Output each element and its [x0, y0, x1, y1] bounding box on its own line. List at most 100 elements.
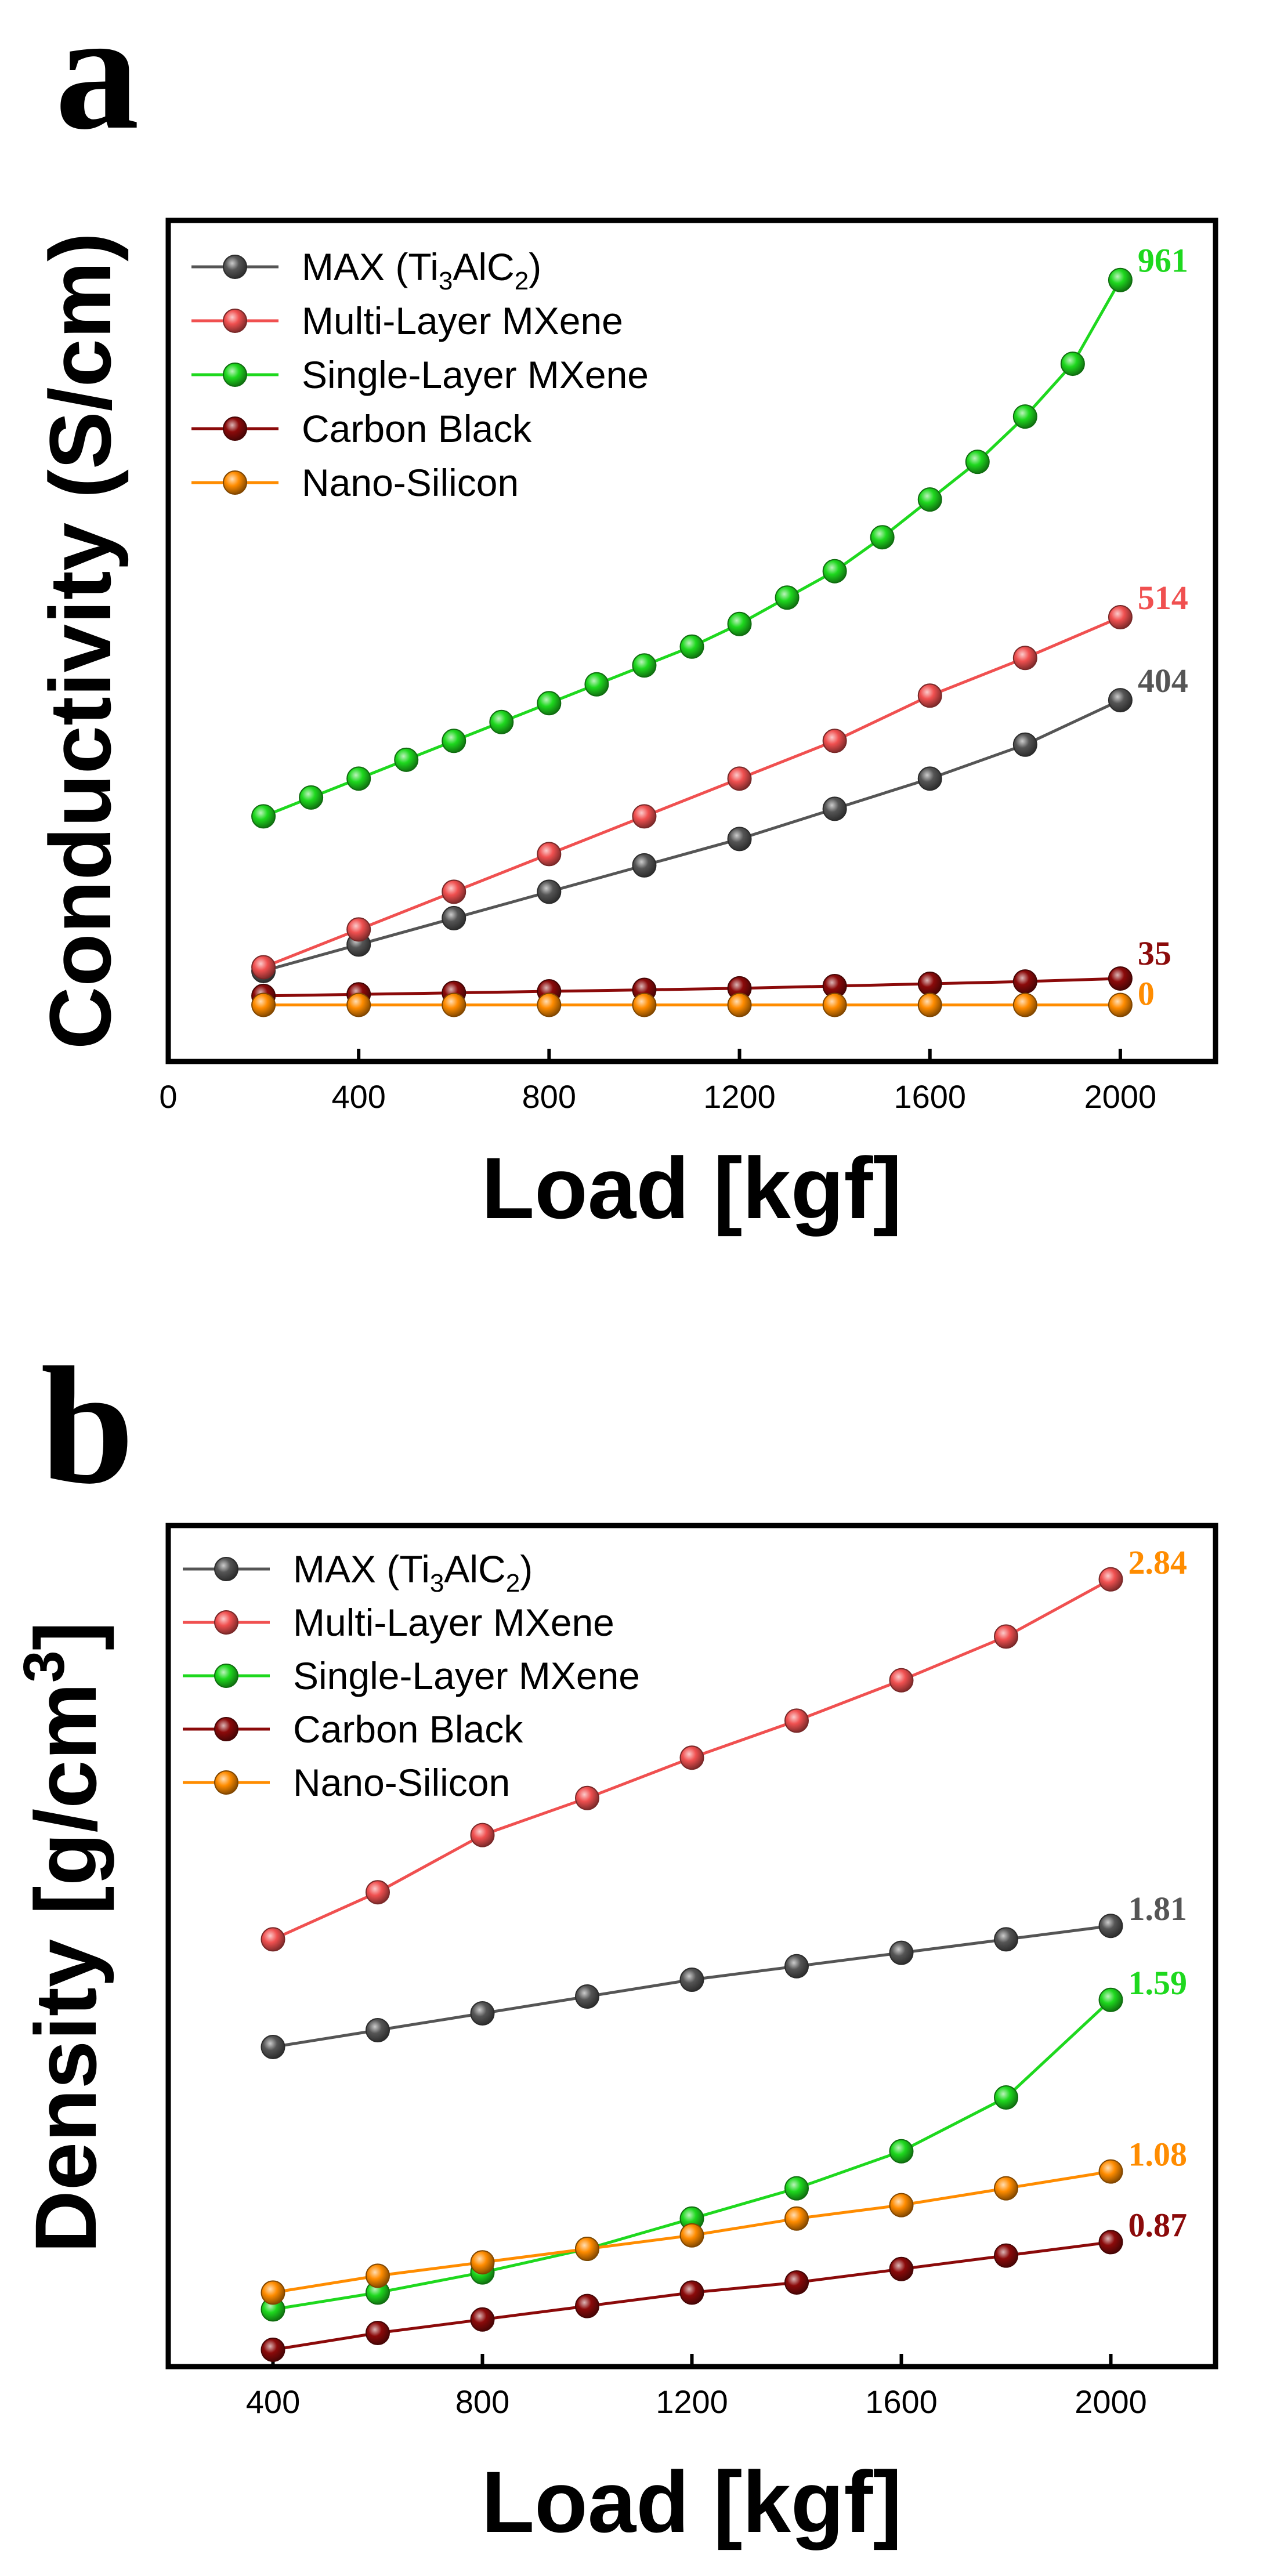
series-nano-silicon: 0: [251, 974, 1155, 1017]
series-single-layer-mxene: 961: [251, 242, 1188, 829]
data-point: [1108, 966, 1133, 991]
data-point: [917, 972, 942, 997]
data-point: [251, 955, 276, 980]
data-point: [470, 1823, 495, 1847]
data-point: [346, 992, 371, 1017]
data-point: [575, 2294, 599, 2318]
legend-marker: [223, 470, 247, 495]
legend-label: Nano-Silicon: [302, 461, 519, 504]
data-point: [584, 672, 609, 697]
legend-marker: [214, 1664, 238, 1688]
legend-b: MAX (Ti3AlC2)Multi-Layer MXene Single-Lay…: [183, 1548, 640, 1804]
end-value-label: 1.59: [1128, 1964, 1188, 2002]
data-point: [537, 879, 562, 904]
data-point: [822, 729, 847, 753]
x-axis-a: 0 400 800 1200 1600 2000: [159, 1049, 1156, 1115]
x-tick-label: 800: [455, 2383, 509, 2420]
data-point: [442, 879, 466, 904]
data-point: [1012, 404, 1037, 429]
data-point: [261, 1927, 285, 1952]
data-point: [917, 487, 942, 512]
data-point: [822, 559, 847, 584]
data-point: [889, 1940, 914, 1965]
data-point: [1098, 1567, 1123, 1592]
data-point: [784, 2176, 809, 2201]
data-point: [679, 634, 704, 659]
data-point: [470, 2307, 495, 2332]
data-point: [299, 785, 324, 810]
plot-area-a: [165, 218, 1218, 1064]
series-nano-silicon: 1.08: [261, 2136, 1187, 2305]
data-point: [727, 827, 752, 852]
legend-label: Carbon Black: [293, 1708, 523, 1751]
x-tick-label: 1600: [894, 1078, 966, 1115]
data-point: [1012, 732, 1037, 757]
legend-entry: MAX (Ti3AlC2): [183, 1548, 533, 1597]
legend-entry: Single-Layer MXene: [183, 1654, 640, 1697]
series-group-b: 1.81 2.84 1.59 0.87 1.08: [261, 1544, 1188, 2362]
data-point: [994, 1927, 1018, 1952]
x-tick-label: 2000: [1075, 2383, 1147, 2420]
y-axis-title-b-part3: ]: [17, 1621, 114, 1650]
legend-label: Multi-Layer MXene: [302, 299, 623, 342]
end-value-label: 514: [1138, 579, 1188, 617]
data-point: [917, 766, 942, 791]
data-point: [679, 2223, 704, 2248]
end-value-label: 2.84: [1128, 1544, 1188, 1581]
legend-marker: [223, 363, 247, 387]
data-point: [727, 766, 752, 791]
legend-entry: Nano-Silicon: [191, 461, 519, 504]
x-axis-b: 400 800 1200 1600 2000: [246, 2354, 1147, 2420]
data-point: [994, 2243, 1018, 2268]
data-point: [889, 2139, 914, 2164]
x-tick-label: 400: [246, 2383, 300, 2420]
series-max-ti3alc2-: 404: [251, 662, 1188, 983]
legend-entry: Carbon Black: [191, 407, 532, 450]
data-point: [784, 2206, 809, 2231]
series-single-layer-mxene: 1.59: [261, 1964, 1188, 2322]
series-multi-layer-mxene: 514: [251, 579, 1188, 980]
data-point: [632, 653, 657, 678]
data-point: [917, 683, 942, 708]
legend-marker: [223, 416, 247, 441]
panel-letter-b: b: [41, 1332, 134, 1519]
legend-marker: [214, 1770, 238, 1795]
series-group-a: 404 514 961 350: [251, 242, 1188, 1017]
data-point: [366, 2321, 390, 2345]
data-point: [261, 2035, 285, 2059]
data-point: [442, 992, 466, 1017]
data-point: [632, 804, 657, 829]
y-axis-title-b-part1: Density [g/cm: [17, 1683, 114, 2253]
data-point: [632, 853, 657, 878]
data-point: [1012, 646, 1037, 671]
end-value-label: 35: [1138, 934, 1171, 972]
data-point: [822, 796, 847, 821]
legend-label: Single-Layer MXene: [293, 1654, 640, 1697]
legend-label: MAX (Ti3AlC2): [293, 1548, 533, 1597]
data-point: [537, 992, 562, 1017]
data-point: [470, 2250, 495, 2275]
x-tick-label: 0: [159, 1078, 177, 1115]
x-axis-title-b: Load [kgf]: [482, 2453, 902, 2550]
data-point: [727, 992, 752, 1017]
panel-a: a 0 400 800 1200 1600 2000 Load [kgf] Conduct…: [31, 0, 1218, 1237]
series-multi-layer-mxene: 2.84: [261, 1544, 1188, 1952]
data-point: [575, 2237, 599, 2261]
legend-entry: Multi-Layer MXene: [191, 299, 623, 342]
legend-marker: [214, 1610, 238, 1635]
series-line: [263, 977, 1120, 998]
legend-marker: [214, 1717, 238, 1741]
legend-marker: [223, 309, 247, 333]
panel-b: b 400 800 1200 1600 2000 Load [kgf] Density …: [12, 1332, 1218, 2550]
legend-label: Nano-Silicon: [293, 1761, 510, 1804]
x-tick-label: 2000: [1084, 1078, 1157, 1115]
data-point: [632, 992, 657, 1017]
data-point: [1098, 1914, 1123, 1939]
series-max-ti3alc2-: 1.81: [261, 1890, 1187, 2059]
data-point: [1098, 2159, 1123, 2184]
data-point: [775, 585, 800, 610]
data-point: [251, 992, 276, 1017]
end-value-label: 961: [1138, 242, 1188, 280]
data-point: [346, 917, 371, 942]
